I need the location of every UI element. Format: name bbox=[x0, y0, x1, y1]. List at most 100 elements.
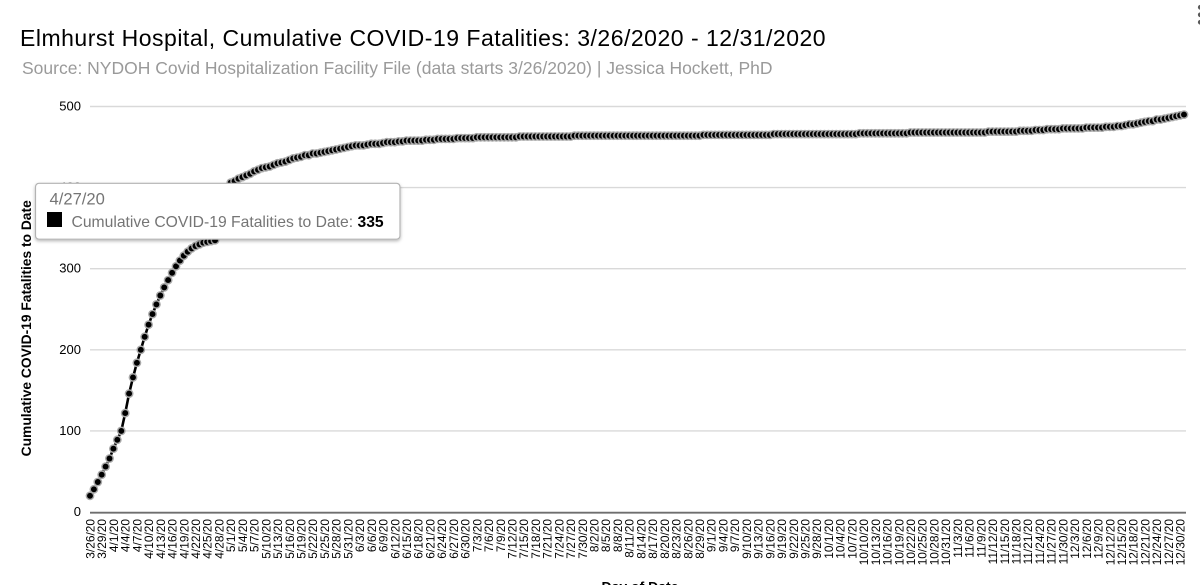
svg-text:8/23/20: 8/23/20 bbox=[670, 519, 684, 559]
svg-text:12/12/20: 12/12/20 bbox=[1103, 519, 1117, 566]
svg-text:6/12/20: 6/12/20 bbox=[388, 519, 402, 559]
svg-text:4/28/20: 4/28/20 bbox=[212, 519, 226, 559]
svg-text:8/26/20: 8/26/20 bbox=[681, 519, 695, 559]
svg-text:300: 300 bbox=[59, 261, 81, 276]
svg-text:8/17/20: 8/17/20 bbox=[646, 519, 660, 559]
svg-text:4/13/20: 4/13/20 bbox=[154, 519, 168, 559]
svg-text:500: 500 bbox=[59, 99, 81, 114]
svg-text:4/4/20: 4/4/20 bbox=[119, 519, 133, 552]
svg-text:4/25/20: 4/25/20 bbox=[201, 519, 215, 559]
svg-text:5/28/20: 5/28/20 bbox=[330, 519, 344, 559]
svg-text:8/11/20: 8/11/20 bbox=[623, 519, 637, 558]
svg-text:5/10/20: 5/10/20 bbox=[259, 519, 273, 559]
svg-text:100: 100 bbox=[59, 423, 81, 438]
svg-text:0: 0 bbox=[74, 504, 81, 519]
svg-text:9/4/20: 9/4/20 bbox=[717, 519, 731, 552]
svg-text:4/10/20: 4/10/20 bbox=[142, 519, 156, 559]
svg-text:6/24/20: 6/24/20 bbox=[435, 519, 449, 559]
svg-text:7/24/20: 7/24/20 bbox=[552, 519, 566, 559]
svg-text:12/21/20: 12/21/20 bbox=[1138, 519, 1152, 566]
svg-text:5/16/20: 5/16/20 bbox=[283, 519, 297, 559]
svg-text:8/5/20: 8/5/20 bbox=[599, 519, 613, 552]
svg-text:Cumulative COVID-19 Fatalities: Cumulative COVID-19 Fatalities to Date: … bbox=[72, 214, 384, 231]
svg-text:12/24/20: 12/24/20 bbox=[1150, 519, 1164, 566]
svg-text:7/12/20: 7/12/20 bbox=[506, 519, 520, 559]
svg-text:10/16/20: 10/16/20 bbox=[881, 519, 895, 566]
svg-text:3/26/20: 3/26/20 bbox=[84, 519, 98, 559]
svg-text:5/19/20: 5/19/20 bbox=[295, 519, 309, 559]
svg-text:Elmhurst Hospital, Cumulative: Elmhurst Hospital, Cumulative COVID-19 F… bbox=[20, 25, 826, 51]
svg-text:9/13/20: 9/13/20 bbox=[752, 519, 766, 559]
svg-text:11/21/20: 11/21/20 bbox=[1021, 519, 1035, 565]
svg-text:Cumulative COVID-19 Fatalities: Cumulative COVID-19 Fatalities to Date bbox=[19, 200, 34, 456]
svg-text:8/20/20: 8/20/20 bbox=[658, 519, 672, 559]
svg-text:11/24/20: 11/24/20 bbox=[1033, 519, 1047, 565]
svg-text:11/18/20: 11/18/20 bbox=[1010, 519, 1024, 565]
svg-text:9/1/20: 9/1/20 bbox=[705, 519, 719, 552]
svg-text:5/7/20: 5/7/20 bbox=[248, 519, 262, 552]
svg-text:9/7/20: 9/7/20 bbox=[728, 519, 742, 552]
svg-text:7/21/20: 7/21/20 bbox=[541, 519, 555, 559]
svg-text:10/13/20: 10/13/20 bbox=[869, 519, 883, 566]
svg-text:7/27/20: 7/27/20 bbox=[564, 519, 578, 559]
svg-text:9/16/20: 9/16/20 bbox=[763, 519, 777, 559]
svg-text:7/18/20: 7/18/20 bbox=[529, 519, 543, 559]
svg-text:10/31/20: 10/31/20 bbox=[939, 519, 953, 566]
svg-text:11/30/20: 11/30/20 bbox=[1056, 519, 1070, 565]
svg-text:11/12/20: 11/12/20 bbox=[986, 519, 1000, 565]
svg-text:10/28/20: 10/28/20 bbox=[927, 519, 941, 566]
svg-text:10/10/20: 10/10/20 bbox=[857, 519, 871, 566]
svg-text:Day of Date: Day of Date bbox=[601, 579, 678, 585]
svg-text:6/9/20: 6/9/20 bbox=[377, 519, 391, 552]
svg-text:7/30/20: 7/30/20 bbox=[576, 519, 590, 559]
svg-text:6/18/20: 6/18/20 bbox=[412, 519, 426, 559]
svg-text:4/16/20: 4/16/20 bbox=[166, 519, 180, 559]
svg-text:5/13/20: 5/13/20 bbox=[271, 519, 285, 559]
svg-text:5/22/20: 5/22/20 bbox=[306, 519, 320, 559]
svg-text:12/3/20: 12/3/20 bbox=[1068, 519, 1082, 559]
svg-text:5/4/20: 5/4/20 bbox=[236, 519, 250, 552]
svg-text:8/2/20: 8/2/20 bbox=[588, 519, 602, 552]
svg-text:6/27/20: 6/27/20 bbox=[447, 519, 461, 559]
svg-text:5/25/20: 5/25/20 bbox=[318, 519, 332, 559]
svg-text:10/7/20: 10/7/20 bbox=[845, 519, 859, 559]
svg-text:11/3/20: 11/3/20 bbox=[951, 519, 965, 558]
svg-text:4/27/20: 4/27/20 bbox=[50, 190, 105, 209]
svg-text:10/19/20: 10/19/20 bbox=[892, 519, 906, 566]
svg-text:8/8/20: 8/8/20 bbox=[611, 519, 625, 552]
svg-text:Source: NYDOH Covid Hospitaliz: Source: NYDOH Covid Hospitalization Faci… bbox=[22, 58, 773, 78]
svg-text:9/25/20: 9/25/20 bbox=[799, 519, 813, 559]
svg-text:12/30/20: 12/30/20 bbox=[1174, 519, 1188, 566]
svg-text:7/6/20: 7/6/20 bbox=[482, 519, 496, 552]
svg-text:4/1/20: 4/1/20 bbox=[107, 519, 121, 552]
svg-text:9/19/20: 9/19/20 bbox=[775, 519, 789, 559]
svg-text:8/14/20: 8/14/20 bbox=[634, 519, 648, 559]
svg-text:200: 200 bbox=[59, 342, 81, 357]
svg-text:12/6/20: 12/6/20 bbox=[1080, 519, 1094, 559]
svg-text:11/9/20: 11/9/20 bbox=[974, 519, 988, 558]
svg-text:9/28/20: 9/28/20 bbox=[810, 519, 824, 559]
svg-text:10/1/20: 10/1/20 bbox=[822, 519, 836, 559]
svg-text:9/10/20: 9/10/20 bbox=[740, 519, 754, 559]
svg-text:11/27/20: 11/27/20 bbox=[1045, 519, 1059, 565]
svg-text:6/15/20: 6/15/20 bbox=[400, 519, 414, 559]
svg-text:12/27/20: 12/27/20 bbox=[1162, 519, 1176, 566]
svg-text:4/22/20: 4/22/20 bbox=[189, 519, 203, 559]
svg-text:3/29/20: 3/29/20 bbox=[95, 519, 109, 559]
svg-text:11/6/20: 11/6/20 bbox=[963, 519, 977, 558]
svg-text:4/19/20: 4/19/20 bbox=[177, 519, 191, 559]
svg-text:9/22/20: 9/22/20 bbox=[787, 519, 801, 559]
svg-text:10/25/20: 10/25/20 bbox=[916, 519, 930, 566]
svg-text:11/15/20: 11/15/20 bbox=[998, 519, 1012, 565]
svg-text:12/15/20: 12/15/20 bbox=[1115, 519, 1129, 566]
svg-text:6/21/20: 6/21/20 bbox=[423, 519, 437, 559]
svg-text:7/9/20: 7/9/20 bbox=[494, 519, 508, 552]
svg-text:10/4/20: 10/4/20 bbox=[834, 519, 848, 559]
svg-text:6/6/20: 6/6/20 bbox=[365, 519, 379, 552]
svg-text:7/3/20: 7/3/20 bbox=[470, 519, 484, 552]
svg-text:12/9/20: 12/9/20 bbox=[1092, 519, 1106, 559]
svg-text:5/31/20: 5/31/20 bbox=[341, 519, 355, 559]
svg-text:5/1/20: 5/1/20 bbox=[224, 519, 238, 552]
svg-text:8/29/20: 8/29/20 bbox=[693, 519, 707, 559]
svg-text:10/22/20: 10/22/20 bbox=[904, 519, 918, 566]
